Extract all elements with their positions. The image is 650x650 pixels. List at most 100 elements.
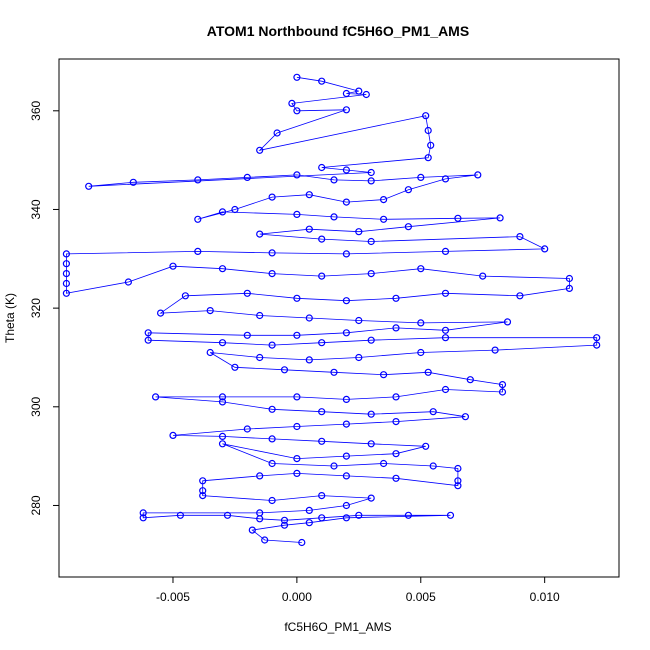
- data-point: [293, 294, 301, 302]
- data-point: [355, 316, 363, 325]
- y-tick-label: 340: [29, 199, 43, 219]
- data-point: [152, 393, 160, 401]
- data-point: [231, 205, 239, 214]
- data-point: [256, 472, 264, 480]
- data-point: [342, 395, 350, 403]
- y-tick-label: 360: [29, 100, 43, 120]
- data-point: [355, 87, 363, 95]
- series-line: [66, 76, 598, 543]
- data-point: [342, 452, 350, 460]
- x-axis-label: fC5H6O_PM1_AMS: [284, 620, 391, 634]
- data-point: [422, 442, 430, 450]
- data-point: [565, 284, 574, 292]
- data-point: [256, 146, 264, 154]
- data-point: [85, 182, 93, 190]
- data-point: [293, 469, 301, 477]
- data-point: [541, 245, 549, 253]
- data-point: [248, 526, 256, 534]
- data-point: [288, 99, 296, 108]
- data-point: [496, 214, 504, 222]
- data-point: [441, 247, 450, 255]
- data-point: [330, 368, 338, 376]
- data-point: [243, 425, 251, 433]
- data-point: [355, 353, 363, 362]
- data-point: [268, 270, 276, 278]
- data-point: [273, 129, 281, 137]
- data-point: [318, 408, 326, 416]
- data-point: [404, 511, 412, 519]
- data-point: [129, 178, 137, 186]
- data-point: [280, 516, 289, 524]
- data-point: [223, 511, 232, 519]
- data-point: [199, 477, 207, 485]
- data-point: [479, 272, 487, 280]
- data-point: [367, 177, 375, 185]
- data-point: [342, 420, 350, 428]
- data-point: [367, 237, 375, 246]
- data-point: [392, 324, 400, 332]
- data-point: [318, 492, 326, 500]
- data-point: [318, 339, 326, 347]
- data-point: [429, 462, 437, 470]
- data-point: [427, 141, 435, 149]
- data-point: [293, 107, 301, 115]
- data-point: [454, 477, 462, 485]
- data-point: [218, 208, 227, 216]
- data-point: [422, 112, 430, 120]
- data-point: [243, 173, 251, 181]
- data-point: [305, 314, 313, 322]
- data-point: [256, 353, 264, 362]
- data-point: [293, 73, 301, 81]
- data-point: [516, 233, 524, 241]
- data-layer: [62, 73, 601, 547]
- data-point: [218, 440, 227, 448]
- y-axis-label: Theta (K): [3, 293, 17, 343]
- data-point: [404, 186, 412, 194]
- data-point: [342, 501, 350, 510]
- data-point: [342, 106, 350, 114]
- data-point: [293, 455, 301, 463]
- data-point: [441, 175, 450, 183]
- data-point: [424, 126, 432, 135]
- data-point: [417, 265, 425, 273]
- data-point: [305, 356, 313, 364]
- data-point: [243, 289, 251, 297]
- data-point: [392, 393, 400, 401]
- data-point: [516, 292, 524, 300]
- data-point: [441, 289, 450, 297]
- data-point: [342, 89, 350, 98]
- chart-title: ATOM1 Northbound fC5H6O_PM1_AMS: [207, 23, 469, 39]
- data-point: [503, 318, 512, 326]
- data-point: [199, 492, 207, 500]
- data-point: [392, 294, 400, 302]
- y-tick-label: 300: [29, 396, 43, 416]
- data-point: [417, 319, 425, 327]
- data-point: [268, 249, 276, 257]
- data-point: [330, 176, 338, 184]
- data-point: [268, 405, 276, 413]
- data-point: [157, 309, 165, 317]
- data-point: [218, 339, 227, 347]
- data-point: [380, 459, 388, 468]
- data-point: [268, 435, 276, 443]
- data-point: [62, 250, 71, 258]
- data-point: [362, 90, 370, 99]
- data-point: [474, 171, 482, 179]
- data-point: [62, 260, 71, 268]
- data-point: [305, 225, 313, 233]
- data-point: [593, 334, 601, 342]
- data-point: [139, 509, 147, 517]
- data-point: [355, 228, 363, 236]
- data-point: [424, 154, 432, 162]
- data-point: [194, 247, 202, 255]
- y-axis: 280 300 320 340 360: [29, 100, 59, 515]
- data-point: [565, 274, 574, 283]
- data-point: [454, 464, 462, 473]
- data-point: [380, 196, 388, 204]
- x-tick-label: -0.005: [156, 590, 190, 604]
- data-point: [298, 538, 306, 547]
- data-point: [305, 191, 313, 199]
- data-point: [199, 487, 207, 495]
- data-point: [293, 331, 301, 339]
